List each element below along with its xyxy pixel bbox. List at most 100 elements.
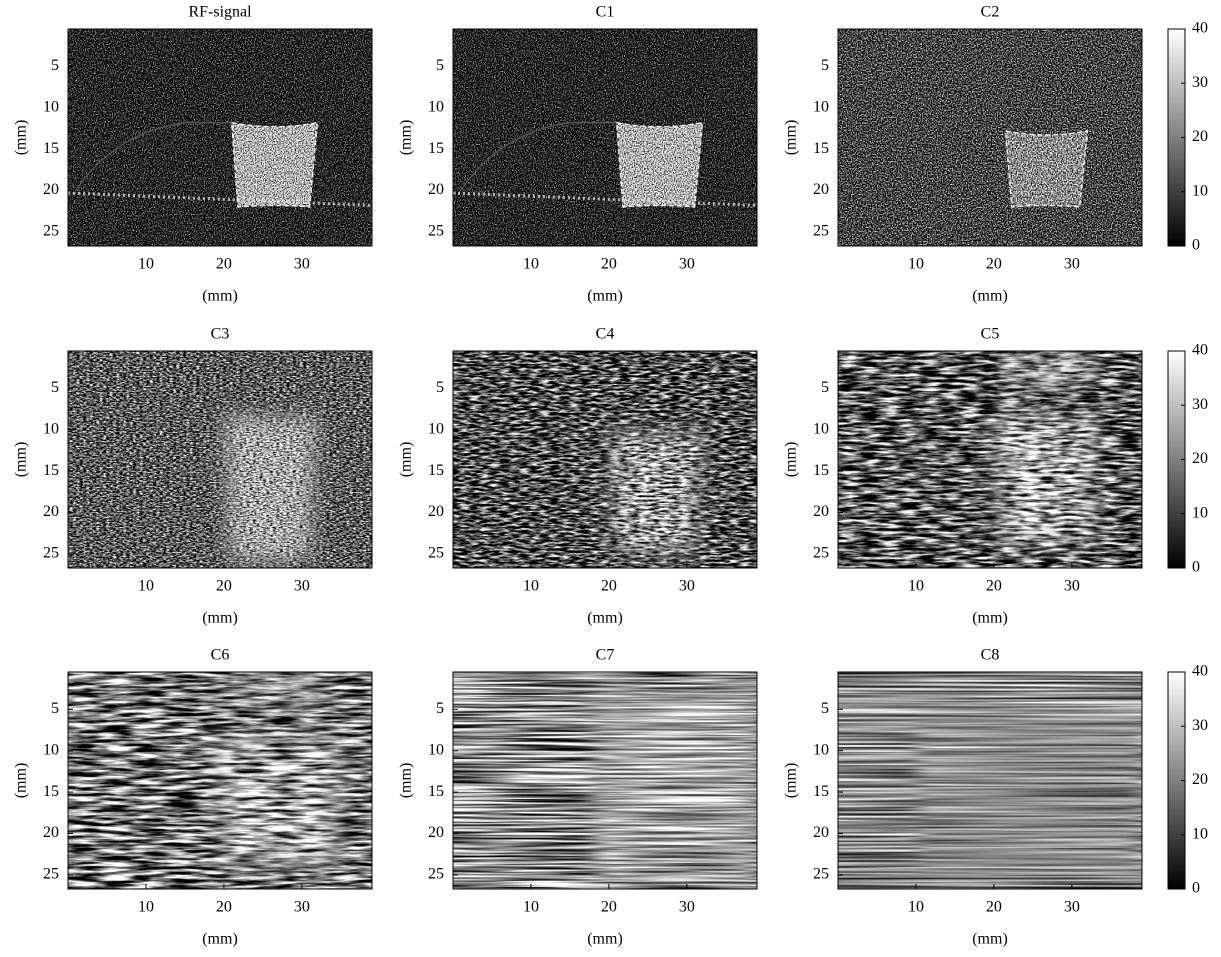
y-tick-label: 5 [436,379,444,396]
y-tick-label: 5 [821,700,829,717]
y-tick-label: 15 [428,783,444,800]
colorbar-tick-label: 30 [1192,717,1208,734]
x-axis-label: (mm) [587,931,623,948]
inclusion-texture [838,672,1142,889]
y-tick-label: 25 [43,223,59,240]
panel: C7102030510152025(mm)(mm) [398,647,757,948]
y-tick-label: 20 [43,824,59,841]
x-tick-label: 10 [523,256,539,273]
x-tick-label: 10 [138,578,154,595]
panel: C8102030510152025(mm)(mm)010203040 [783,647,1208,948]
y-axis-label: (mm) [13,763,30,799]
y-tick-label: 20 [43,503,59,520]
x-axis-label: (mm) [972,288,1008,305]
colorbar-tick-label: 40 [1192,20,1208,37]
x-tick-label: 20 [601,899,617,916]
figure: RF-signal 10 20 30 5 10 15 20 25 (mm) (mm) C1 10 20 30… [0,0,1221,957]
y-tick-label: 5 [51,379,59,396]
panel-title: C4 [596,326,615,343]
panel: C4102030510152025(mm)(mm) [398,326,757,627]
y-tick-label: 10 [43,98,59,115]
x-tick-label: 30 [1064,899,1080,916]
panel: C6102030510152025(mm)(mm) [13,647,372,948]
x-tick-label: 30 [679,256,695,273]
colorbar-tick-label: 0 [1192,880,1200,897]
y-tick-label: 25 [43,545,59,562]
y-tick-label: 5 [436,57,444,74]
x-tick-label: 30 [1064,578,1080,595]
inclusion-texture [453,29,757,246]
y-tick-label: 10 [43,420,59,437]
y-tick-label: 10 [813,98,829,115]
y-axis-label: (mm) [13,120,30,156]
image [453,672,757,889]
image [68,29,372,246]
panel-title: C3 [211,326,230,343]
image [453,351,757,568]
y-tick-label: 25 [813,866,829,883]
image [838,672,1142,889]
y-tick-label: 25 [428,223,444,240]
y-tick-label: 15 [813,462,829,479]
panel-title: C5 [981,326,1000,343]
y-tick-label: 20 [813,503,829,520]
inclusion-texture [838,351,1142,568]
y-tick-label: 5 [51,700,59,717]
x-tick-label: 10 [908,899,924,916]
y-tick-label: 10 [813,741,829,758]
y-tick-label: 20 [813,824,829,841]
panel-title: C1 [596,4,615,21]
image [453,29,757,246]
y-tick-label: 15 [43,783,59,800]
y-axis-label: (mm) [783,763,800,799]
y-tick-label: 15 [428,140,444,157]
x-tick-label: 10 [523,578,539,595]
y-tick-label: 20 [428,503,444,520]
y-axis-label: (mm) [398,442,415,478]
y-tick-label: 25 [813,545,829,562]
image [68,672,372,889]
x-tick-label: 10 [908,256,924,273]
image [838,351,1142,568]
colorbar-tick-label: 30 [1192,74,1208,91]
x-axis-label: (mm) [972,931,1008,948]
x-tick-label: 10 [138,899,154,916]
inclusion-texture [838,29,1142,246]
colorbar-tick-label: 20 [1192,450,1208,467]
y-tick-label: 10 [428,98,444,115]
colorbar-tick-label: 40 [1192,663,1208,680]
y-tick-label: 15 [813,783,829,800]
panel-title: C8 [981,647,1000,664]
x-axis-label: (mm) [972,610,1008,627]
x-tick-label: 10 [908,578,924,595]
x-tick-label: 10 [138,256,154,273]
y-tick-label: 15 [428,462,444,479]
x-tick-label: 20 [601,256,617,273]
y-tick-label: 25 [43,866,59,883]
y-tick-label: 5 [51,57,59,74]
colorbar-tick-label: 20 [1192,128,1208,145]
x-tick-label: 30 [679,899,695,916]
x-axis-label: (mm) [587,610,623,627]
panel-title: RF-signal [188,4,252,21]
y-tick-label: 10 [813,420,829,437]
colorbar-tick-label: 20 [1192,771,1208,788]
y-tick-label: 15 [43,140,59,157]
colorbar-tick-label: 0 [1192,237,1200,254]
y-axis-label: (mm) [783,120,800,156]
x-axis-label: (mm) [587,288,623,305]
y-axis-label: (mm) [398,120,415,156]
y-tick-label: 10 [43,741,59,758]
x-tick-label: 10 [523,899,539,916]
x-tick-label: 30 [679,578,695,595]
y-tick-label: 5 [821,379,829,396]
y-tick-label: 5 [821,57,829,74]
x-tick-label: 30 [294,256,310,273]
y-tick-label: 10 [428,420,444,437]
y-tick-label: 15 [43,462,59,479]
